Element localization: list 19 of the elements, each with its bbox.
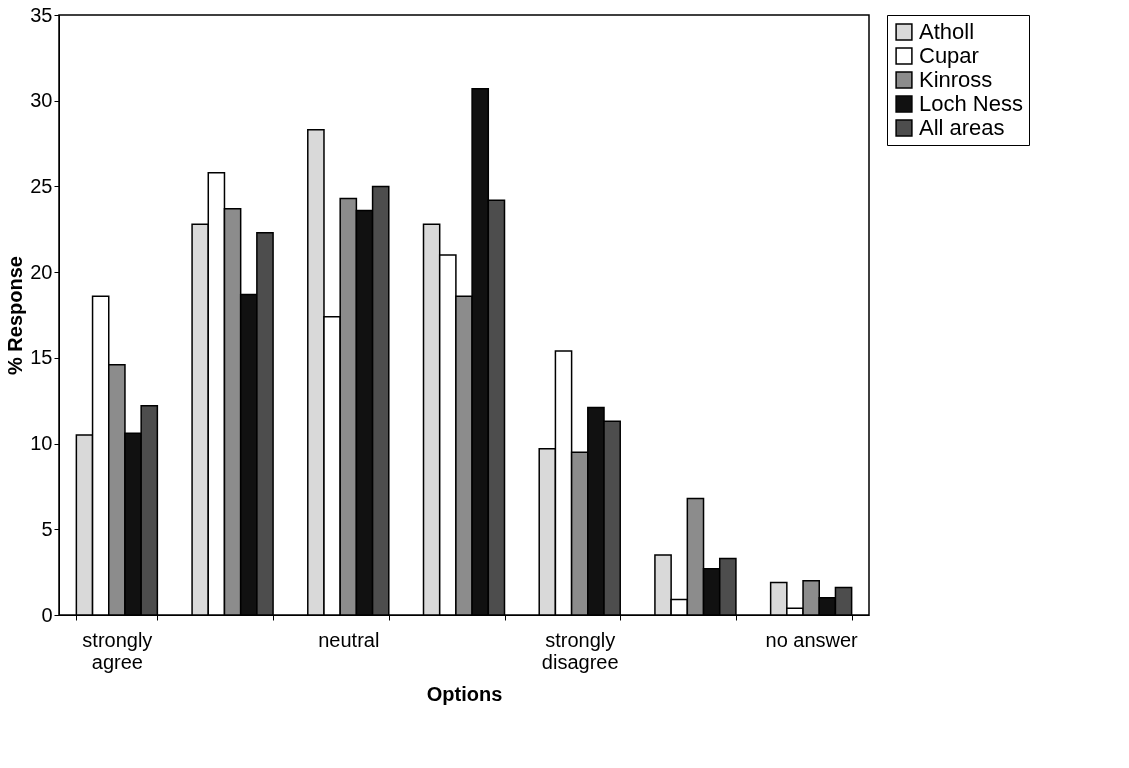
- legend-label: Loch Ness: [919, 91, 1023, 116]
- x-axis-title: Options: [426, 682, 503, 705]
- y-tick-label: 15: [30, 346, 53, 369]
- legend-label: Kinross: [919, 67, 993, 92]
- y-tick-label: 10: [30, 432, 53, 455]
- x-tick-label: strongly disagree: [541, 628, 619, 673]
- x-tick-label: no answer: [765, 628, 859, 651]
- x-tick-label: neutral: [318, 628, 380, 651]
- legend-label: Atholl: [919, 19, 975, 44]
- y-tick-label: 35: [30, 3, 53, 26]
- y-tick-label: 20: [30, 260, 53, 283]
- y-tick-label: 30: [30, 89, 53, 112]
- x-tick-label: strongly agree: [82, 628, 153, 673]
- y-axis-title: % Response: [4, 256, 27, 375]
- legend-label: Cupar: [919, 43, 979, 68]
- legend-label: All areas: [919, 115, 1005, 140]
- y-tick-label: 5: [41, 517, 53, 540]
- y-tick-label: 25: [30, 174, 53, 197]
- y-tick-label: 0: [41, 603, 53, 626]
